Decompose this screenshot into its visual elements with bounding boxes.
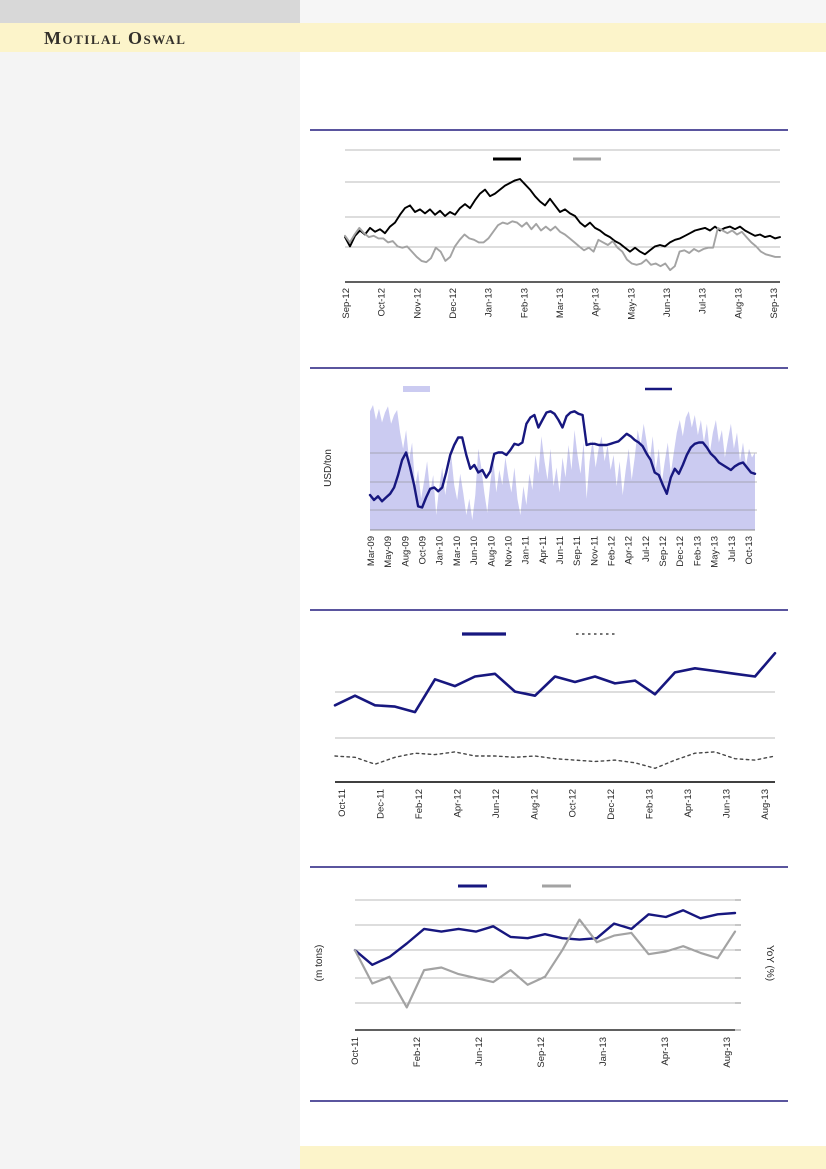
x-tick-label: Dec-12 xyxy=(448,288,459,319)
top-gray-bar xyxy=(0,0,300,23)
x-tick-label: Feb-13 xyxy=(519,288,530,318)
x-tick-label: Oct-11 xyxy=(337,789,348,817)
x-tick-label: Dec-12 xyxy=(675,536,686,567)
x-tick-label: Nov-10 xyxy=(503,536,514,567)
x-tick-label: Feb-12 xyxy=(607,536,618,566)
x-tick-label: Apr-12 xyxy=(452,789,463,818)
chart-3-series-navy-line xyxy=(333,651,777,714)
legend-swatch-area-band xyxy=(403,386,430,392)
chart-4-series-gray-line-yoy xyxy=(353,918,737,1009)
x-tick-label: Sep-13 xyxy=(769,288,780,319)
chart-4: Oct-11 Feb-12 Jun-12 Sep-12 Jan-13 Apr-13 Aug-… xyxy=(314,884,775,1068)
footer-band xyxy=(300,1146,826,1169)
brand-logo-text: Motilal Oswal xyxy=(44,28,187,48)
x-tick-label: Jan-13 xyxy=(484,288,495,317)
x-tick-label: Oct-09 xyxy=(418,536,429,565)
x-tick-label: Apr-11 xyxy=(538,536,549,564)
x-tick-label: May-13 xyxy=(626,288,637,320)
x-tick-label: Jun-12 xyxy=(491,789,502,818)
chart-1-series-gray-line xyxy=(344,220,781,272)
x-tick-label: Oct-12 xyxy=(568,789,579,818)
x-tick-label: Aug-12 xyxy=(529,789,540,820)
x-tick-label: Mar-09 xyxy=(366,536,377,566)
x-tick-label: Jul-13 xyxy=(698,288,709,314)
x-tick-label: Oct-13 xyxy=(744,536,755,565)
x-tick-label: Jan-13 xyxy=(598,1037,609,1066)
x-tick-label: Oct-12 xyxy=(377,288,388,317)
chart-4-series-navy-line-m-tons xyxy=(353,909,737,966)
top-right-strip xyxy=(300,0,826,23)
x-tick-label: Jun-11 xyxy=(555,536,566,564)
chart-2-series-navy-line xyxy=(368,410,757,509)
x-tick-label: Jun-10 xyxy=(469,536,480,565)
x-tick-label: Jul-13 xyxy=(727,536,738,562)
x-tick-label: Aug-13 xyxy=(760,789,771,820)
x-tick-label: Feb-13 xyxy=(692,536,703,566)
x-tick-label: Dec-11 xyxy=(375,789,386,819)
chart-1: Sep-12 Oct-12 Nov-12 Dec-12 Jan-13 Feb-13 Mar-… xyxy=(341,149,781,320)
chart-3: Oct-11 Dec-11 Feb-12 Apr-12 Jun-12 Aug-12 Oct-… xyxy=(333,632,777,820)
x-tick-label: Sep-11 xyxy=(572,536,583,566)
x-tick-label: Feb-12 xyxy=(412,1037,423,1067)
x-tick-label: Jun-12 xyxy=(474,1037,485,1066)
brand-band: Motilal Oswal xyxy=(0,23,826,52)
x-tick-label: Feb-13 xyxy=(645,789,656,819)
x-tick-label: Aug-13 xyxy=(722,1037,733,1068)
x-tick-label: Jun-13 xyxy=(722,789,733,818)
x-tick-label: Oct-11 xyxy=(350,1037,361,1065)
x-tick-label: Jul-12 xyxy=(641,536,652,562)
left-margin-panel xyxy=(0,52,300,1169)
x-tick-label: Sep-12 xyxy=(341,288,352,319)
x-tick-label: Aug-13 xyxy=(733,288,744,319)
x-tick-label: Aug-10 xyxy=(486,536,497,567)
x-tick-label: Apr-12 xyxy=(624,536,635,565)
x-tick-label: Apr-13 xyxy=(660,1037,671,1066)
x-tick-label: Sep-12 xyxy=(536,1037,547,1068)
x-tick-label: Nov-11 xyxy=(589,536,600,566)
chart-1-series-dark-line xyxy=(344,178,781,256)
x-tick-label: Feb-12 xyxy=(414,789,425,819)
x-tick-label: Jun-13 xyxy=(662,288,673,317)
chart-3-series-dotted-line xyxy=(334,751,776,769)
y-axis-title: USD/ton xyxy=(323,449,334,487)
x-tick-label: Apr-13 xyxy=(591,288,602,317)
x-tick-label: May-09 xyxy=(383,536,394,568)
x-tick-label: Jan-10 xyxy=(435,536,446,565)
x-tick-label: Apr-13 xyxy=(683,789,694,818)
x-tick-label: Jan-11 xyxy=(521,536,532,564)
x-tick-label: Nov-12 xyxy=(412,288,423,319)
x-tick-label: May-13 xyxy=(710,536,721,568)
x-tick-label: Aug-09 xyxy=(400,536,411,567)
x-tick-label: Sep-12 xyxy=(658,536,669,567)
x-tick-label: Mar-13 xyxy=(555,288,566,318)
x-tick-label: Mar-10 xyxy=(452,536,463,566)
y-axis-title: (m tons) xyxy=(314,945,325,982)
chart-2: Mar-09 May-09 Aug-09 Oct-09 Jan-10 Mar-10 Jun-… xyxy=(323,386,757,568)
y-axis-title: YoY (%) xyxy=(764,945,775,981)
x-tick-label: Dec-12 xyxy=(606,789,617,820)
chart-2-area-series xyxy=(370,405,755,530)
